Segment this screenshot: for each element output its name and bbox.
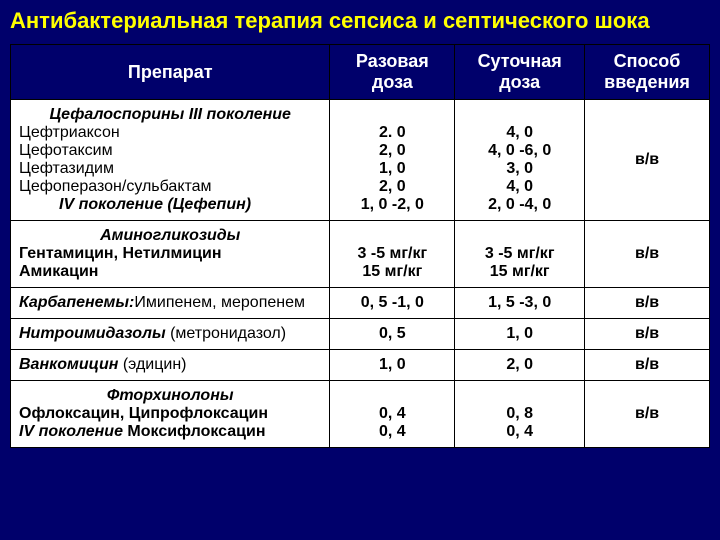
table-row: Ванкомицин (эдицин) 1, 0 2, 0 в/в — [11, 350, 710, 381]
dose-value: 1, 0 -2, 0 — [361, 196, 424, 213]
group-label: Цефалоспорины III поколение — [19, 106, 321, 124]
col-daily: Суточная доза — [455, 45, 585, 100]
group-label: Фторхинолоны — [19, 387, 321, 405]
cell-single: 3 -5 мг/кг 15 мг/кг — [330, 221, 455, 288]
dose-value: 2, 0 — [379, 178, 406, 195]
dose-value: 0, 8 — [506, 405, 533, 422]
dose-value: 2, 0 -4, 0 — [488, 196, 551, 213]
subgroup-label: IV поколение (Цефепин) — [19, 196, 321, 214]
col-route: Способ введения — [585, 45, 710, 100]
drug-name: Офлоксацин, Ципрофлоксацин — [19, 405, 268, 422]
dose-value: 4, 0 — [506, 124, 533, 141]
dose-value: 0, 4 — [379, 423, 406, 440]
cell-route: в/в — [585, 288, 710, 319]
dose-value: 15 мг/кг — [490, 263, 550, 280]
cell-daily: 0, 8 0, 4 — [455, 381, 585, 448]
group-label: Ванкомицин — [19, 356, 123, 373]
cell-single: 1, 0 — [330, 350, 455, 381]
table-row: Аминогликозиды Гентамицин, Нетилмицин Ам… — [11, 221, 710, 288]
drug-name: (эдицин) — [123, 356, 187, 373]
drug-name: Цефотаксим — [19, 142, 113, 159]
cell-route: в/в — [585, 100, 710, 221]
cell-route: в/в — [585, 221, 710, 288]
drug-name: Амикацин — [19, 263, 98, 280]
cell-daily: 3 -5 мг/кг 15 мг/кг — [455, 221, 585, 288]
cell-route: в/в — [585, 319, 710, 350]
drug-name: Цефоперазон/сульбактам — [19, 178, 212, 195]
cell-daily: 1, 5 -3, 0 — [455, 288, 585, 319]
drug-name: Гентамицин, Нетилмицин — [19, 245, 222, 262]
table-row: Фторхинолоны Офлоксацин, Ципрофлоксацин … — [11, 381, 710, 448]
dose-value: 3 -5 мг/кг — [485, 245, 555, 262]
drug-name: Имипенем, меропенем — [134, 294, 305, 311]
cell-route: в/в — [585, 350, 710, 381]
table-row: Карбапенемы:Имипенем, меропенем 0, 5 -1,… — [11, 288, 710, 319]
cell-drug: Цефалоспорины III поколение Цефтриаксон … — [11, 100, 330, 221]
dose-value: 3, 0 — [506, 160, 533, 177]
col-drug: Препарат — [11, 45, 330, 100]
drug-name: (метронидазол) — [170, 325, 286, 342]
drug-name: Моксифлоксацин — [127, 423, 265, 440]
table-row: Нитроимидазолы (метронидазол) 0, 5 1, 0 … — [11, 319, 710, 350]
dose-value: 15 мг/кг — [362, 263, 422, 280]
col-single: Разовая доза — [330, 45, 455, 100]
cell-daily: 2, 0 — [455, 350, 585, 381]
cell-drug: Аминогликозиды Гентамицин, Нетилмицин Ам… — [11, 221, 330, 288]
dose-value: 0, 4 — [506, 423, 533, 440]
dose-value: 4, 0 — [506, 178, 533, 195]
subgroup-label: IV поколение — [19, 423, 127, 440]
cell-drug: Ванкомицин (эдицин) — [11, 350, 330, 381]
therapy-table: Препарат Разовая доза Суточная доза Спос… — [10, 44, 710, 448]
cell-drug: Фторхинолоны Офлоксацин, Ципрофлоксацин … — [11, 381, 330, 448]
cell-single: 0, 4 0, 4 — [330, 381, 455, 448]
drug-name: Цефтриаксон — [19, 124, 120, 141]
cell-single: 2. 0 2, 0 1, 0 2, 0 1, 0 -2, 0 — [330, 100, 455, 221]
cell-daily: 1, 0 — [455, 319, 585, 350]
dose-value: 2, 0 — [379, 142, 406, 159]
group-label: Аминогликозиды — [19, 227, 321, 245]
cell-single: 0, 5 -1, 0 — [330, 288, 455, 319]
dose-value: 1, 0 — [379, 160, 406, 177]
group-label: Карбапенемы: — [19, 294, 134, 311]
drug-name: Цефтазидим — [19, 160, 114, 177]
group-label: Нитроимидазолы — [19, 325, 170, 342]
cell-single: 0, 5 — [330, 319, 455, 350]
table-row: Цефалоспорины III поколение Цефтриаксон … — [11, 100, 710, 221]
dose-value: 3 -5 мг/кг — [358, 245, 428, 262]
cell-route: в/в — [585, 381, 710, 448]
dose-value: 0, 4 — [379, 405, 406, 422]
cell-drug: Нитроимидазолы (метронидазол) — [11, 319, 330, 350]
page-title: Антибактериальная терапия сепсиса и септ… — [0, 0, 720, 44]
header-row: Препарат Разовая доза Суточная доза Спос… — [11, 45, 710, 100]
dose-value: 2. 0 — [379, 124, 406, 141]
cell-drug: Карбапенемы:Имипенем, меропенем — [11, 288, 330, 319]
dose-value: 4, 0 -6, 0 — [488, 142, 551, 159]
cell-daily: 4, 0 4, 0 -6, 0 3, 0 4, 0 2, 0 -4, 0 — [455, 100, 585, 221]
